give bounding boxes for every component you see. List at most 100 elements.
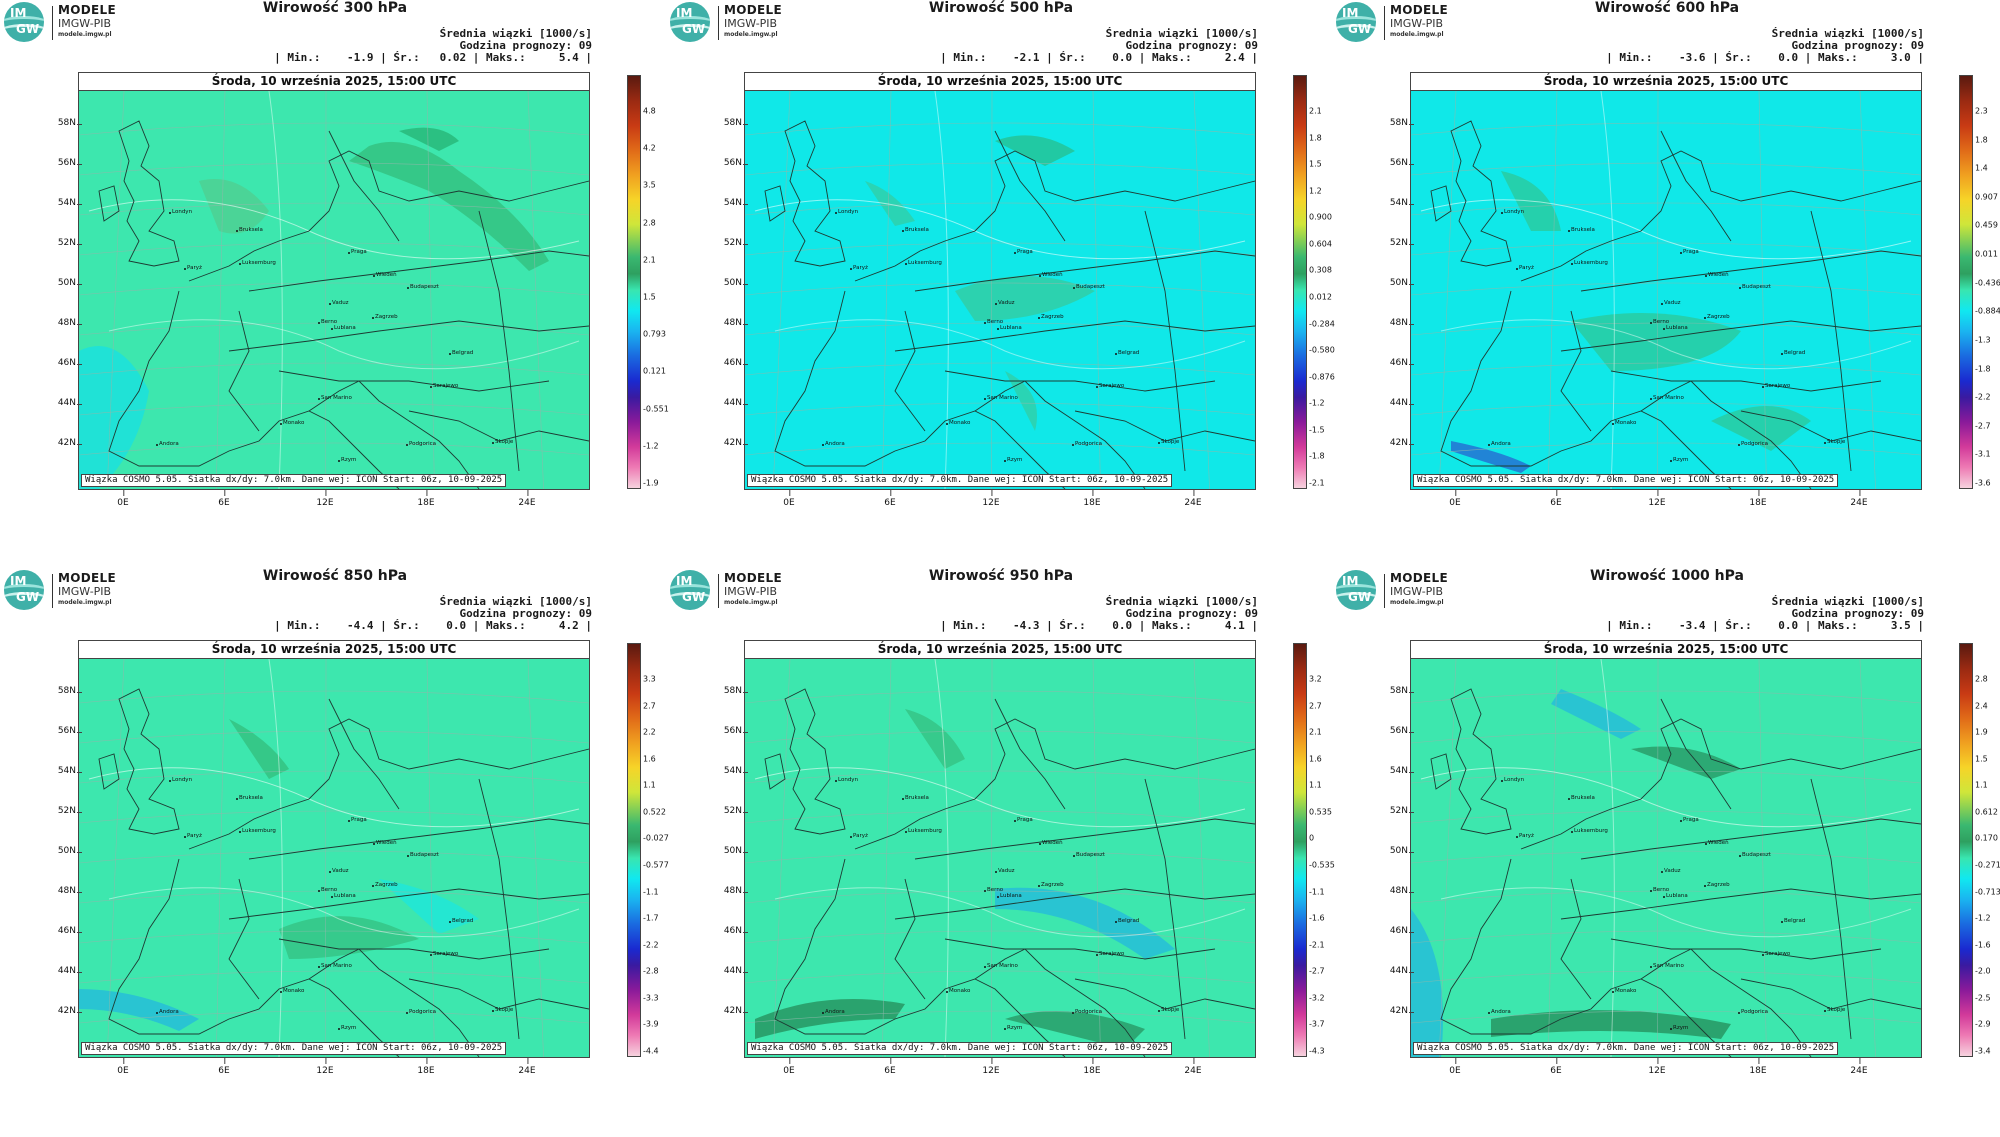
city-label: Lublana bbox=[1663, 324, 1688, 331]
ensemble-stats: Średnia wiązki [1000/s] Godzina prognozy:… bbox=[940, 596, 1258, 632]
city-label: Budapeszt bbox=[407, 284, 439, 291]
colorbar-tick-label: -3.1 bbox=[1975, 449, 1991, 459]
colorbar-tick-label: -1.9 bbox=[643, 478, 659, 488]
ensemble-stats: Średnia wiązki [1000/s] Godzina prognozy:… bbox=[274, 28, 592, 64]
latitude-tick-label: 52N bbox=[57, 806, 83, 816]
city-label: Berno bbox=[317, 886, 338, 893]
colorbar-tick-label: 3.3 bbox=[643, 674, 656, 684]
colorbar-tick-label: 1.2 bbox=[1309, 186, 1322, 196]
imgw-logo[interactable]: IM GW MODELE IMGW-PIB modele.imgw.pl bbox=[4, 570, 144, 612]
imgw-logo-icon: IM GW bbox=[4, 570, 44, 610]
city-label: Monako bbox=[945, 987, 971, 994]
latitude-tick-label: 44N bbox=[1389, 966, 1415, 976]
colorbar-tick-label: 1.6 bbox=[1309, 754, 1322, 764]
city-label: Luksemburg bbox=[1571, 827, 1608, 834]
map-frame: Środa, 10 września 2025, 15:00 UTC Londy… bbox=[744, 640, 1256, 1058]
city-label: Paryż bbox=[184, 832, 202, 839]
city-label: Luksemburg bbox=[905, 827, 942, 834]
city-label: Lublana bbox=[997, 892, 1022, 899]
city-label: Lublana bbox=[331, 892, 356, 899]
city-label: Vaduz bbox=[1661, 300, 1681, 307]
city-label: Zagrzeb bbox=[1038, 314, 1064, 321]
latitude-tick-label: 52N bbox=[723, 238, 749, 248]
colorbar-tick-label: -0.027 bbox=[643, 833, 669, 843]
vorticity-map[interactable]: Londyn Bruksela Luksemburg Paryż Praga Wiedeń… bbox=[1411, 91, 1921, 489]
colorbar-tick-label: -1.8 bbox=[1309, 451, 1325, 461]
logo-text-modele: MODELE bbox=[1390, 571, 1448, 585]
city-label: Wiedeń bbox=[1039, 839, 1063, 846]
imgw-logo[interactable]: IM GW MODELE IMGW-PIB modele.imgw.pl bbox=[1336, 2, 1476, 44]
logo-divider bbox=[52, 574, 53, 608]
map-frame: Środa, 10 września 2025, 15:00 UTC Londy… bbox=[1410, 640, 1922, 1058]
map-frame: Środa, 10 września 2025, 15:00 UTC Londy… bbox=[78, 72, 590, 490]
city-label: Rzym bbox=[1003, 456, 1023, 463]
imgw-logo[interactable]: IM GW MODELE IMGW-PIB modele.imgw.pl bbox=[670, 2, 810, 44]
latitude-tick-label: 46N bbox=[57, 358, 83, 368]
ensemble-stats: Średnia wiązki [1000/s] Godzina prognozy:… bbox=[1606, 28, 1924, 64]
forecast-panel: IM GW MODELE IMGW-PIB modele.imgw.pl Wirowość… bbox=[0, 0, 669, 568]
city-label: Bruksela bbox=[902, 227, 929, 233]
city-label: Belgrad bbox=[1114, 918, 1140, 925]
latitude-axis: 58N 56N 54N 52N 50N 48N 46N 44N 42N bbox=[710, 90, 749, 488]
colorbar-tick-label: -4.3 bbox=[1309, 1046, 1325, 1056]
latitude-tick-label: 50N bbox=[1389, 846, 1415, 856]
colorbar-tick-label: -2.0 bbox=[1975, 966, 1991, 976]
vorticity-map[interactable]: Londyn Bruksela Luksemburg Paryż Praga Wiedeń… bbox=[745, 659, 1255, 1057]
valid-time-label: Środa, 10 września 2025, 15:00 UTC bbox=[745, 73, 1255, 91]
colorbar-tick-label: -3.2 bbox=[1309, 993, 1325, 1003]
city-label: Sarajewo bbox=[429, 950, 459, 957]
colorbar-labels: 2.1 1.8 1.5 1.2 0.900 0.604 0.308 0.012 -0.284 -0… bbox=[1309, 75, 1339, 488]
imgw-logo[interactable]: IM GW MODELE IMGW-PIB modele.imgw.pl bbox=[4, 2, 144, 44]
city-label: Vaduz bbox=[329, 300, 349, 307]
colorbar-tick-label: -1.8 bbox=[1975, 364, 1991, 374]
colorbar-labels: 4.8 4.2 3.5 2.8 2.1 1.5 0.793 0.121 -0.551 -1.2 -1… bbox=[643, 75, 673, 488]
latitude-axis: 58N 56N 54N 52N 50N 48N 46N 44N 42N bbox=[44, 658, 83, 1056]
imgw-logo[interactable]: IM GW MODELE IMGW-PIB modele.imgw.pl bbox=[1336, 570, 1476, 612]
vorticity-map[interactable]: Londyn Bruksela Luksemburg Paryż Praga Wiedeń… bbox=[79, 659, 589, 1057]
city-label: Podgorica bbox=[1071, 1008, 1103, 1015]
latitude-tick-label: 54N bbox=[723, 198, 749, 208]
colorbar-tick-label: -4.4 bbox=[643, 1046, 659, 1056]
latitude-axis: 58N 56N 54N 52N 50N 48N 46N 44N 42N bbox=[44, 90, 83, 488]
city-label: Belgrad bbox=[1780, 350, 1806, 357]
colorbar-tick-label: -2.7 bbox=[1309, 966, 1325, 976]
colorbar-labels: 3.2 2.7 2.1 1.6 1.1 0.535 0 -0.535 -1.1 -1.6 -2.1 -… bbox=[1309, 643, 1339, 1056]
latitude-tick-label: 54N bbox=[1389, 766, 1415, 776]
colorbar-tick-label: -1.6 bbox=[1975, 940, 1991, 950]
city-label: Budapeszt bbox=[1073, 284, 1105, 291]
colorbar-tick-label: 2.1 bbox=[643, 255, 656, 265]
city-label: Monako bbox=[279, 987, 305, 994]
logo-mark-top: IM bbox=[10, 6, 27, 20]
longitude-tick-label: 12E bbox=[982, 490, 1000, 508]
city-label: San Marino bbox=[984, 963, 1018, 970]
model-info-note: Wiązka COSMO 5.05. Siatka dx/dy: 7.0km. … bbox=[81, 1042, 507, 1055]
colorbar bbox=[627, 75, 641, 489]
vorticity-map[interactable]: Londyn Bruksela Luksemburg Paryż Praga Wiedeń… bbox=[1411, 659, 1921, 1057]
vorticity-map[interactable]: Londyn Bruksela Luksemburg Paryż Praga Wiedeń… bbox=[79, 91, 589, 489]
forecast-panel: IM GW MODELE IMGW-PIB modele.imgw.pl Wirowość… bbox=[666, 0, 1335, 568]
logo-divider bbox=[1384, 6, 1385, 40]
latitude-tick-label: 52N bbox=[723, 806, 749, 816]
latitude-tick-label: 42N bbox=[1389, 1006, 1415, 1016]
latitude-tick-label: 48N bbox=[1389, 318, 1415, 328]
forecast-panel: IM GW MODELE IMGW-PIB modele.imgw.pl Wirowość… bbox=[1332, 0, 2000, 568]
city-label: Luksemburg bbox=[239, 827, 276, 834]
latitude-tick-label: 54N bbox=[1389, 198, 1415, 208]
colorbar-tick-label: -1.2 bbox=[1975, 913, 1991, 923]
latitude-tick-label: 50N bbox=[723, 278, 749, 288]
city-label: Luksemburg bbox=[905, 259, 942, 266]
logo-text-imgw: IMGW-PIB bbox=[1390, 585, 1444, 598]
colorbar-tick-label: -0.577 bbox=[643, 860, 669, 870]
stats-min-mean-max: | Min.: -1.9 | Śr.: 0.02 | Maks.: 5.4 | bbox=[274, 51, 592, 64]
colorbar-tick-label: 2.7 bbox=[1309, 701, 1322, 711]
longitude-tick-label: 12E bbox=[1648, 1058, 1666, 1076]
stats-unit-label: Średnia wiązki [1000/s] bbox=[1771, 595, 1924, 608]
city-label: Rzym bbox=[1669, 456, 1689, 463]
imgw-logo[interactable]: IM GW MODELE IMGW-PIB modele.imgw.pl bbox=[670, 570, 810, 612]
city-label: Paryż bbox=[1516, 832, 1534, 839]
city-label: Bruksela bbox=[1568, 795, 1595, 801]
vorticity-map[interactable]: Londyn Bruksela Luksemburg Paryż Praga Wiedeń… bbox=[745, 91, 1255, 489]
longitude-tick-label: 18E bbox=[417, 490, 435, 508]
city-label: Rzym bbox=[337, 1024, 357, 1031]
map-frame: Środa, 10 września 2025, 15:00 UTC Londy… bbox=[1410, 72, 1922, 490]
